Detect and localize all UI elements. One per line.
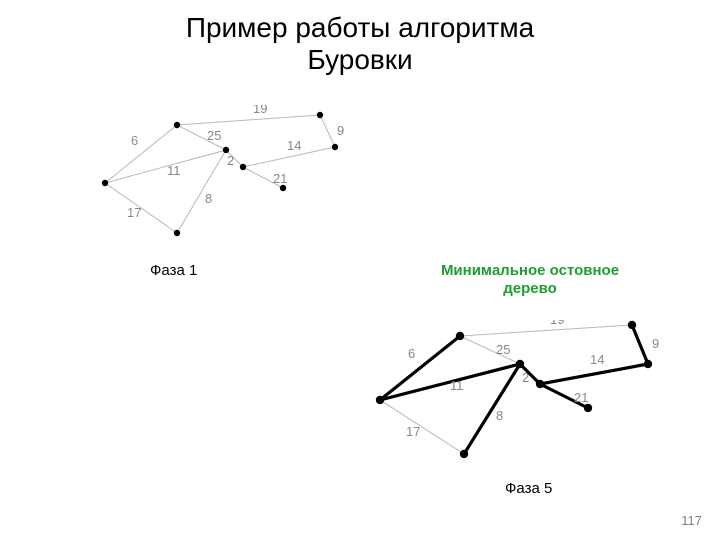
edge-weight: 8 xyxy=(496,408,503,423)
graph-phase-1: 19 9 6 25 2 14 21 11 17 8 xyxy=(95,105,355,265)
edge-weight: 6 xyxy=(408,346,415,361)
graph-node xyxy=(102,180,108,186)
edge-weight: 19 xyxy=(550,320,564,327)
phase5-caption: Фаза 5 xyxy=(505,480,552,497)
slide-title: Пример работы алгоритма Буровки xyxy=(0,12,720,76)
graph-node xyxy=(332,144,338,150)
graph-phase-5: 19 9 6 25 2 14 21 11 17 8 xyxy=(370,320,670,490)
edge-weight: 21 xyxy=(574,390,588,405)
graph-edge xyxy=(380,400,464,454)
title-line-2: Буровки xyxy=(307,44,412,75)
graph-edge xyxy=(320,115,335,147)
graph-node xyxy=(516,360,524,368)
graph-edge xyxy=(105,150,226,183)
graph-node xyxy=(317,112,323,118)
graph-node xyxy=(174,230,180,236)
graph-node xyxy=(240,164,246,170)
edge-weight: 25 xyxy=(496,342,510,357)
graph-node xyxy=(460,450,468,458)
edge-weight: 2 xyxy=(227,153,234,168)
graph-edge-mst xyxy=(632,325,648,364)
mst-line-1: Минимальное остовное xyxy=(441,262,619,279)
mst-caption: Минимальное остовное дерево xyxy=(420,262,640,298)
graph-node xyxy=(628,321,636,329)
edge-weight: 11 xyxy=(450,378,464,393)
graph-node xyxy=(536,380,544,388)
graph-node xyxy=(456,332,464,340)
edge-weight: 25 xyxy=(207,128,221,143)
title-line-1: Пример работы алгоритма xyxy=(186,12,534,43)
graph-edge xyxy=(177,115,320,125)
graph-node xyxy=(174,122,180,128)
mst-line-2: дерево xyxy=(503,280,557,297)
edge-weight: 11 xyxy=(167,163,181,178)
edge-weight: 9 xyxy=(652,336,659,351)
graph-edge-mst xyxy=(540,364,648,384)
edge-weight: 8 xyxy=(205,191,212,206)
graph-node xyxy=(223,147,229,153)
edge-weight: 14 xyxy=(287,138,301,153)
phase1-caption: Фаза 1 xyxy=(150,262,197,279)
edge-weight: 17 xyxy=(406,424,420,439)
edge-weight: 21 xyxy=(273,171,287,186)
graph-node xyxy=(644,360,652,368)
graph-edge xyxy=(460,325,632,336)
graph-node xyxy=(280,185,286,191)
edge-weight: 2 xyxy=(522,370,529,385)
edge-weight: 9 xyxy=(337,123,344,138)
edge-weight: 17 xyxy=(127,205,141,220)
graph-node xyxy=(376,396,384,404)
edge-weight: 19 xyxy=(253,105,267,116)
graph-node xyxy=(584,404,592,412)
edge-weight: 14 xyxy=(590,352,604,367)
graph-edge xyxy=(460,336,520,364)
graph-edge xyxy=(177,150,226,233)
edge-weight: 6 xyxy=(131,133,138,148)
page-number: 117 xyxy=(681,513,702,528)
